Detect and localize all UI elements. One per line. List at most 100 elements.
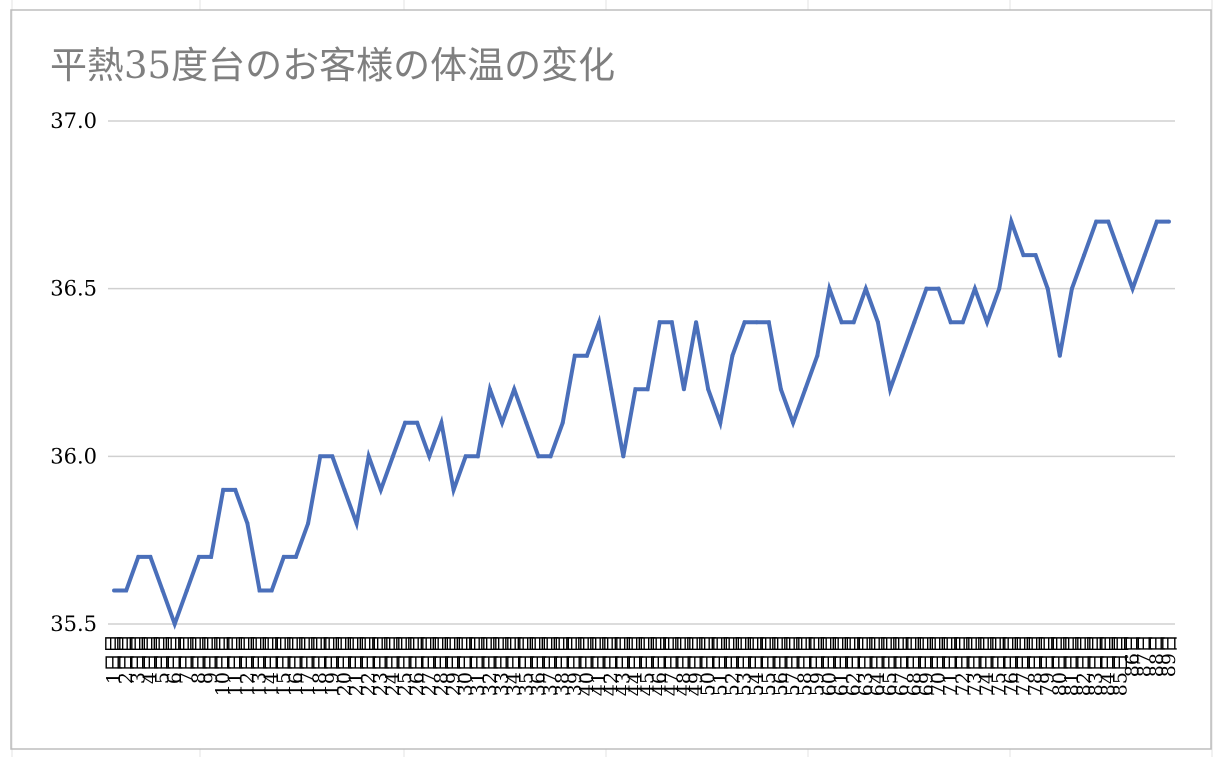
data-point[interactable] (803, 387, 808, 392)
data-point[interactable] (1154, 219, 1159, 224)
data-point[interactable] (936, 286, 941, 291)
data-point[interactable] (900, 353, 905, 358)
data-point[interactable] (221, 487, 226, 492)
x-tick-label: 37日目 (540, 634, 562, 696)
data-point[interactable] (851, 320, 856, 325)
data-point[interactable] (451, 487, 456, 492)
data-point[interactable] (888, 387, 893, 392)
x-tick-label: 42日目 (600, 634, 622, 696)
data-point[interactable] (318, 454, 323, 459)
x-tick-label: 25日目 (394, 634, 416, 696)
data-point[interactable] (912, 320, 917, 325)
data-point[interactable] (427, 454, 432, 459)
data-point[interactable] (609, 387, 614, 392)
data-point[interactable] (124, 588, 129, 593)
data-point[interactable] (439, 420, 444, 425)
data-point[interactable] (257, 588, 262, 593)
data-point[interactable] (1166, 219, 1171, 224)
data-point[interactable] (1057, 353, 1062, 358)
x-tick-label: 9日目 (200, 634, 222, 684)
data-point[interactable] (512, 387, 517, 392)
data-point[interactable] (354, 521, 359, 526)
data-point[interactable] (1106, 219, 1111, 224)
data-point[interactable] (1033, 253, 1038, 258)
data-point[interactable] (1094, 219, 1099, 224)
series-line[interactable] (114, 213, 1169, 630)
data-point[interactable] (500, 420, 505, 425)
data-point[interactable] (136, 554, 141, 559)
data-point[interactable] (985, 320, 990, 325)
data-point[interactable] (548, 454, 553, 459)
x-tick-label: 51日目 (709, 634, 731, 696)
data-point[interactable] (281, 554, 286, 559)
x-tick-label: 20日目 (333, 634, 355, 696)
data-point[interactable] (1142, 253, 1147, 258)
data-point[interactable] (742, 320, 747, 325)
data-point[interactable] (415, 420, 420, 425)
data-point[interactable] (184, 588, 189, 593)
data-point[interactable] (390, 454, 395, 459)
data-point[interactable] (997, 286, 1002, 291)
data-point[interactable] (378, 487, 383, 492)
data-point[interactable] (633, 387, 638, 392)
chart-title[interactable]: 平熱35度台のお客様の体温の変化 (50, 44, 615, 87)
data-point[interactable] (1009, 219, 1014, 224)
data-point[interactable] (487, 387, 492, 392)
data-point[interactable] (536, 454, 541, 459)
data-point[interactable] (948, 320, 953, 325)
data-point[interactable] (863, 286, 868, 291)
data-point[interactable] (827, 286, 832, 291)
data-point[interactable] (330, 454, 335, 459)
chart-frame[interactable] (10, 9, 1212, 750)
data-point[interactable] (403, 420, 408, 425)
data-point[interactable] (718, 420, 723, 425)
data-point[interactable] (1118, 253, 1123, 258)
data-point[interactable] (306, 521, 311, 526)
data-point[interactable] (694, 320, 699, 325)
data-point[interactable] (233, 487, 238, 492)
data-point[interactable] (1082, 253, 1087, 258)
data-point[interactable] (1130, 286, 1135, 291)
x-tick-label: 50日目 (697, 634, 719, 696)
data-point[interactable] (269, 588, 274, 593)
data-point[interactable] (778, 387, 783, 392)
data-point[interactable] (160, 588, 165, 593)
data-point[interactable] (148, 554, 153, 559)
data-point[interactable] (172, 622, 177, 626)
data-point[interactable] (366, 454, 371, 459)
data-point[interactable] (815, 353, 820, 358)
data-point[interactable] (1021, 253, 1026, 258)
data-point[interactable] (463, 454, 468, 459)
x-tick-label: 22日目 (358, 634, 380, 696)
data-point[interactable] (960, 320, 965, 325)
data-point[interactable] (706, 387, 711, 392)
data-point[interactable] (475, 454, 480, 459)
data-point[interactable] (791, 420, 796, 425)
data-point[interactable] (766, 320, 771, 325)
data-point[interactable] (293, 554, 298, 559)
data-point[interactable] (972, 286, 977, 291)
data-point[interactable] (196, 554, 201, 559)
data-point[interactable] (597, 320, 602, 325)
data-point[interactable] (112, 588, 117, 593)
data-point[interactable] (560, 420, 565, 425)
data-point[interactable] (657, 320, 662, 325)
data-point[interactable] (342, 487, 347, 492)
data-point[interactable] (584, 353, 589, 358)
data-point[interactable] (245, 521, 250, 526)
data-point[interactable] (1069, 286, 1074, 291)
data-point[interactable] (875, 320, 880, 325)
data-point[interactable] (645, 387, 650, 392)
data-point[interactable] (730, 353, 735, 358)
data-point[interactable] (621, 454, 626, 459)
data-point[interactable] (681, 387, 686, 392)
data-point[interactable] (924, 286, 929, 291)
data-point[interactable] (524, 420, 529, 425)
data-point[interactable] (839, 320, 844, 325)
data-point[interactable] (572, 353, 577, 358)
data-point[interactable] (669, 320, 674, 325)
data-point[interactable] (754, 320, 759, 325)
data-point[interactable] (209, 554, 214, 559)
data-point[interactable] (1045, 286, 1050, 291)
